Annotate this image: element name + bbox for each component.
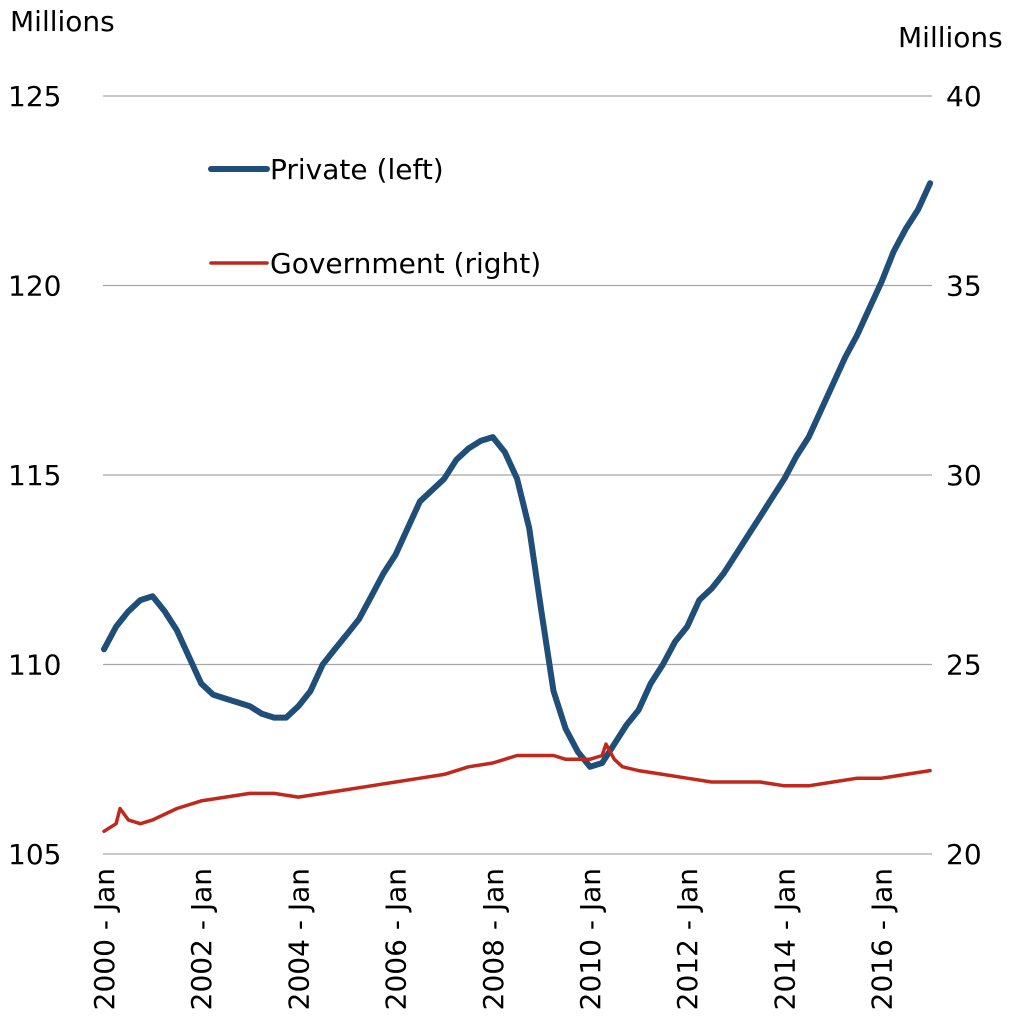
legend-item-government-label: Government (right) [270,247,541,280]
right-tick-label: 40 [946,80,982,113]
x-tick-label: 2000 - Jan [88,868,121,1010]
left-tick-label: 120 [8,270,61,303]
left-tick-label: 115 [8,459,61,492]
left-tick-label: 125 [8,80,61,113]
right-tick-label: 20 [946,838,982,871]
legend: Private (left) Government (right) [208,153,541,280]
x-tick-label: 2002 - Jan [185,868,218,1010]
legend-item-private-label: Private (left) [270,153,444,186]
left-axis-ticks: 105 110 115 120 125 [8,80,61,871]
x-axis-ticks: 2000 - Jan 2002 - Jan 2004 - Jan 2006 - Jan… [88,868,899,1010]
right-axis-unit: Millions [898,21,1003,54]
left-axis-unit: Millions [10,5,115,38]
right-tick-label: 35 [946,270,982,303]
series-line-private [101,180,934,770]
x-tick-label: 2016 - Jan [866,868,899,1010]
right-axis-ticks: 20 25 30 35 40 [946,80,982,871]
x-tick-label: 2014 - Jan [768,868,801,1010]
right-tick-label: 25 [946,649,982,682]
right-tick-label: 30 [946,459,982,492]
left-tick-label: 110 [8,649,61,682]
left-tick-label: 105 [8,838,61,871]
series-lines [101,180,934,834]
x-tick-label: 2004 - Jan [282,868,315,1010]
x-tick-label: 2006 - Jan [380,868,413,1010]
x-tick-label: 2012 - Jan [671,868,704,1010]
x-tick-label: 2008 - Jan [477,868,510,1010]
x-tick-label: 2010 - Jan [574,868,607,1010]
series-line-government [102,742,932,834]
